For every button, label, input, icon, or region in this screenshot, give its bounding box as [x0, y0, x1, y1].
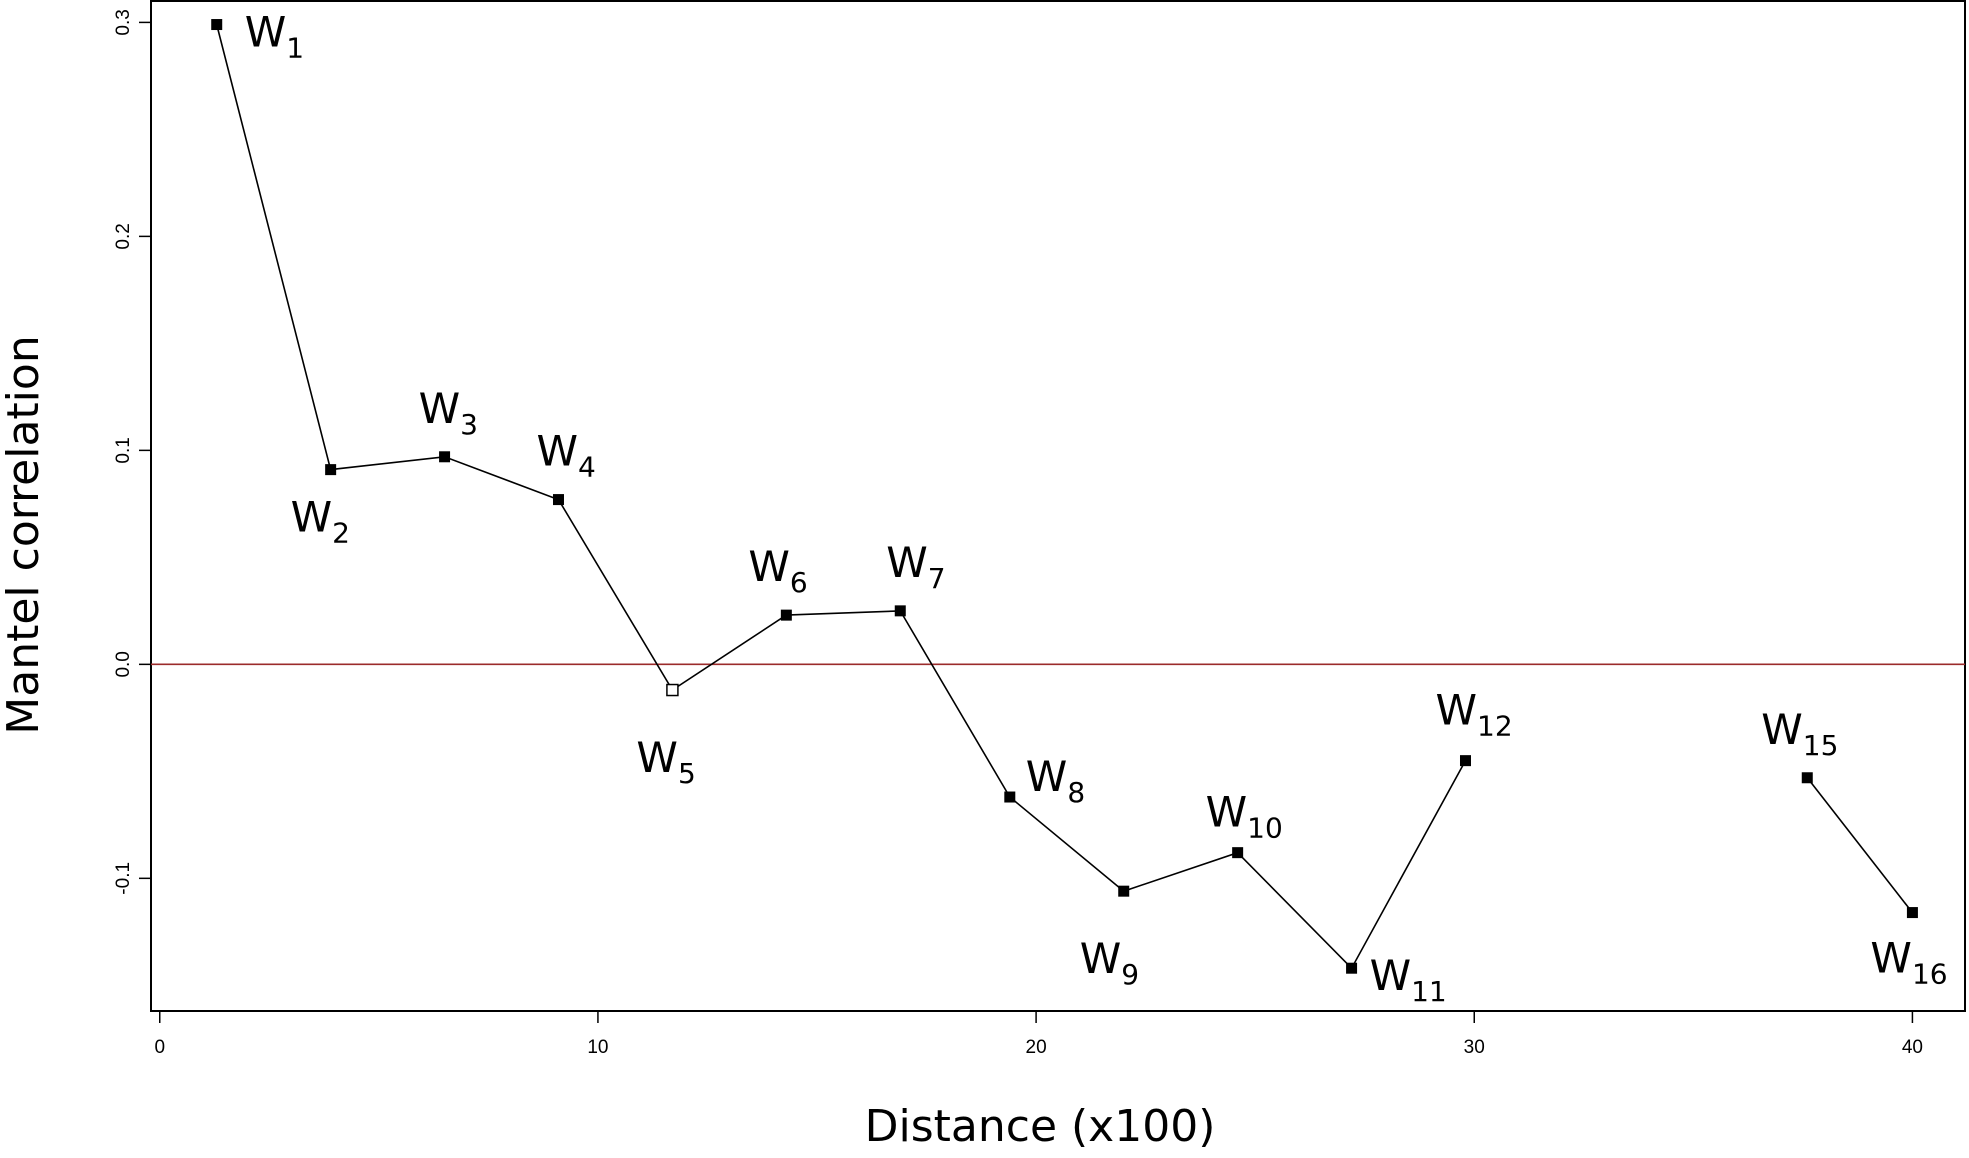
point-label: W4 — [536, 427, 595, 484]
point-label: W5 — [636, 733, 695, 790]
x-tick-label: 30 — [1464, 1037, 1485, 1058]
data-point — [1459, 755, 1471, 767]
point-label: W8 — [1026, 752, 1085, 809]
x-tick-label: 10 — [587, 1037, 608, 1058]
data-point — [1118, 885, 1130, 897]
point-label: W15 — [1761, 705, 1838, 762]
data-point — [894, 605, 906, 617]
x-tick-label: 40 — [1902, 1037, 1923, 1058]
data-point — [1004, 791, 1016, 803]
series-line-segment — [1806, 777, 1914, 914]
y-tick-label: 0.1 — [113, 437, 134, 463]
data-point — [1232, 847, 1244, 859]
point-label: W10 — [1206, 788, 1283, 845]
data-point — [666, 683, 679, 697]
data-point — [1346, 962, 1358, 974]
series-line-segment — [215, 24, 1467, 970]
y-tick-label: 0.0 — [113, 651, 134, 677]
data-point — [552, 494, 564, 506]
x-axis-title: Distance (x100) — [865, 1101, 1216, 1152]
point-label: W1 — [245, 8, 304, 65]
y-tick-label: 0.3 — [113, 9, 134, 35]
point-label: W2 — [291, 493, 350, 550]
data-point — [780, 609, 792, 621]
point-label: W11 — [1370, 951, 1447, 1008]
data-point — [1801, 772, 1813, 784]
data-point — [1906, 907, 1918, 919]
data-point — [325, 464, 337, 476]
data-point-layer — [211, 19, 1918, 974]
point-label: W9 — [1080, 934, 1139, 991]
y-tick-label: 0.2 — [113, 223, 134, 249]
series-line-layer — [215, 24, 1914, 970]
point-label: W7 — [886, 538, 945, 595]
point-label: W3 — [419, 384, 478, 441]
x-tick-label: 0 — [154, 1037, 165, 1058]
y-tick-label: -0.1 — [113, 862, 134, 895]
y-axis-title: Mantel correlation — [0, 335, 49, 734]
y-axis: -0.1 0.0 0.1 0.2 0.3 — [113, 9, 151, 895]
data-point — [211, 19, 223, 31]
x-axis: 0 10 20 30 40 — [154, 1011, 1923, 1058]
point-label: W16 — [1870, 934, 1947, 991]
point-label-layer: W1 W2 W3 W4 W5 W6 W7 W8 W9 W10 W11 W12 W15 W16 — [245, 8, 1948, 1009]
data-point — [439, 451, 451, 463]
point-label: W12 — [1435, 686, 1512, 743]
point-label: W6 — [748, 542, 807, 599]
x-tick-label: 20 — [1026, 1037, 1047, 1058]
plot-frame — [150, 0, 1966, 1012]
